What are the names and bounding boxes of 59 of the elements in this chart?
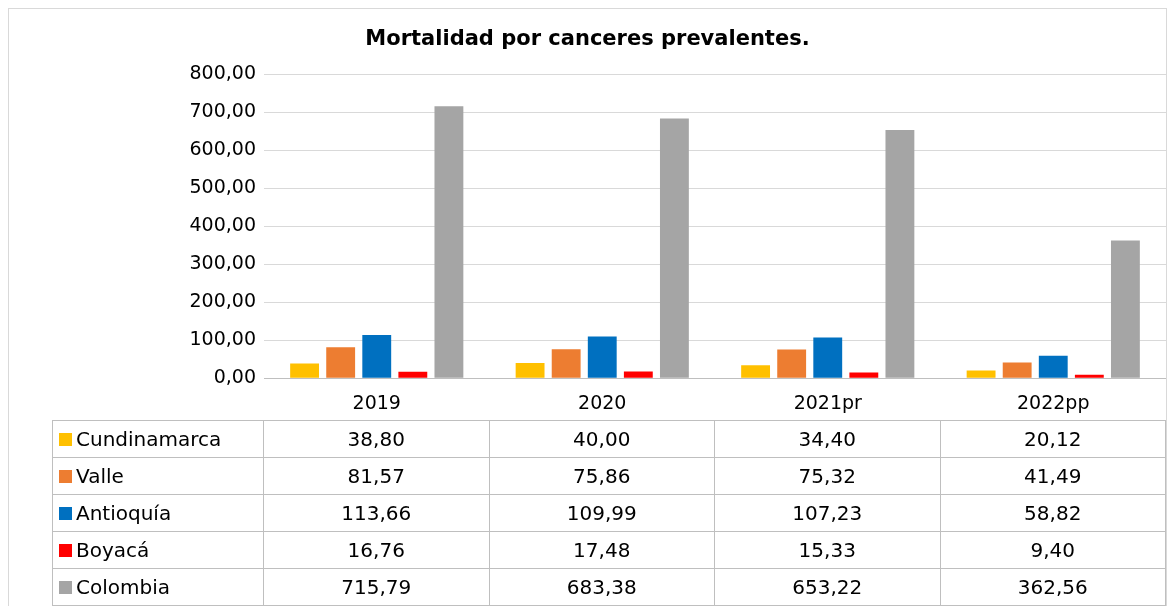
data-label: 362,56: [939, 568, 1166, 606]
data-label: 16,76: [263, 531, 490, 569]
x-tick-label: 2022pp: [1017, 390, 1090, 413]
bar: [362, 335, 392, 378]
bar: [587, 336, 617, 378]
bar: [1002, 362, 1032, 378]
legend-label: Boyacá: [76, 538, 150, 562]
data-label: 81,57: [263, 457, 490, 495]
y-tick-label: 700,00: [189, 99, 256, 122]
bar: [741, 365, 771, 378]
bar: [777, 349, 807, 378]
bar: [1074, 374, 1104, 378]
data-label: 107,23: [714, 494, 941, 532]
bar: [290, 363, 320, 378]
data-label: 715,79: [263, 568, 490, 606]
legend-label: Valle: [76, 464, 124, 488]
data-label: 58,82: [939, 494, 1166, 532]
bar: [659, 118, 689, 378]
bar: [885, 129, 915, 378]
y-tick-label: 300,00: [189, 251, 256, 274]
data-label: 653,22: [714, 568, 941, 606]
y-tick-label: 600,00: [189, 137, 256, 160]
data-label: 683,38: [488, 568, 715, 606]
bar: [1038, 355, 1068, 378]
legend-label: Antioquía: [76, 501, 172, 525]
bar: [966, 370, 996, 378]
data-label: 34,40: [714, 420, 941, 458]
data-label: 15,33: [714, 531, 941, 569]
legend-label: Colombia: [76, 575, 170, 599]
y-tick-label: 200,00: [189, 289, 256, 312]
y-tick-label: 0,00: [213, 365, 256, 388]
y-tick-label: 100,00: [189, 327, 256, 350]
bar: [813, 337, 843, 378]
data-label: 113,66: [263, 494, 490, 532]
data-label: 75,32: [714, 457, 941, 495]
bar: [434, 106, 464, 378]
bar: [1110, 240, 1140, 378]
data-label: 38,80: [263, 420, 490, 458]
chart-title: Mortalidad por canceres prevalentes.: [365, 26, 810, 51]
bar: [849, 372, 879, 378]
legend-label: Cundinamarca: [76, 427, 222, 451]
data-label: 40,00: [488, 420, 715, 458]
data-label: 20,12: [939, 420, 1166, 458]
x-tick-label: 2020: [578, 390, 627, 413]
data-label: 109,99: [488, 494, 715, 532]
y-tick-label: 800,00: [189, 61, 256, 84]
data-label: 9,40: [939, 531, 1166, 569]
bar: [398, 371, 428, 378]
bar: [551, 349, 581, 378]
bar: [515, 363, 545, 378]
y-tick-label: 500,00: [189, 175, 256, 198]
y-tick-label: 400,00: [189, 213, 256, 236]
bar: [326, 347, 356, 378]
data-label: 17,48: [488, 531, 715, 569]
x-tick-label: 2019: [352, 390, 401, 413]
x-tick-label: 2021pr: [793, 390, 863, 413]
data-label: 41,49: [939, 457, 1166, 495]
data-label: 75,86: [488, 457, 715, 495]
bar: [623, 371, 653, 378]
